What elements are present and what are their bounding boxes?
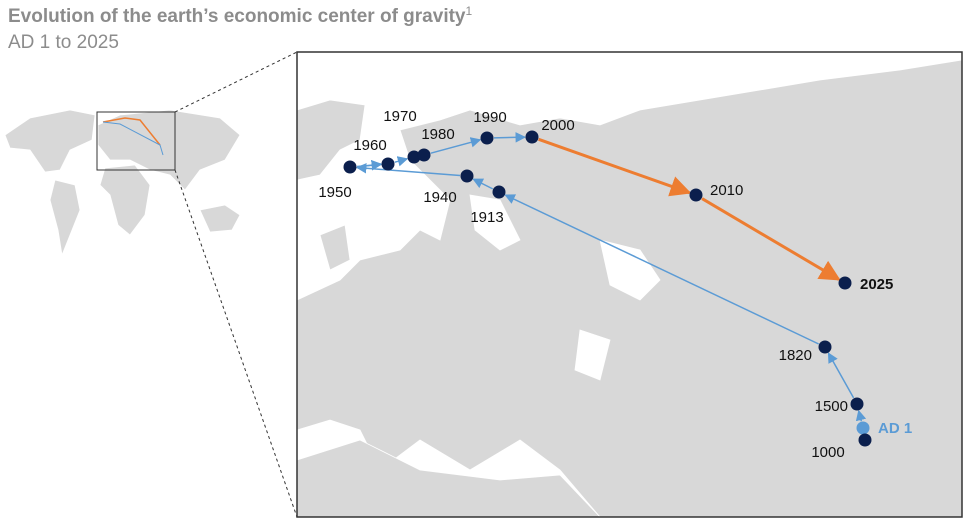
center-point (417, 148, 431, 162)
center-point (858, 433, 872, 447)
inset-frame (296, 51, 963, 518)
point-label: 1990 (473, 109, 506, 126)
point-label: 1940 (423, 189, 456, 206)
point-label: 1913 (470, 209, 503, 226)
center-point (525, 130, 539, 144)
center-point (856, 421, 870, 435)
point-label: 2025 (860, 276, 893, 293)
route-arrow (701, 197, 841, 281)
title-text: Evolution of the earth’s economic center… (8, 6, 466, 27)
center-point (480, 131, 494, 145)
center-point (492, 185, 506, 199)
point-label: 1950 (318, 184, 351, 201)
world-map (4, 109, 241, 257)
subtitle: AD 1 to 2025 (8, 32, 119, 53)
point-label: 1820 (779, 347, 812, 364)
center-point (343, 160, 357, 174)
route-arrow (538, 137, 692, 197)
center-point (838, 276, 852, 290)
route-arrow (827, 352, 855, 399)
title-note: 1 (466, 4, 473, 18)
title: Evolution of the earth’s economic center… (8, 4, 473, 27)
point-label: 1960 (353, 137, 386, 154)
route-arrow (356, 159, 383, 171)
point-label: 2000 (541, 117, 574, 134)
point-label: 1000 (811, 444, 844, 461)
center-point (460, 169, 474, 183)
route-arrow (855, 409, 867, 422)
zoom-line (174, 51, 298, 113)
point-label: 1980 (421, 126, 454, 143)
point-label: 1970 (383, 108, 416, 125)
center-point (381, 157, 395, 171)
center-point (689, 188, 703, 202)
center-point (818, 340, 832, 354)
route: AD 1 1000 1500 1820 1913 1940 1950 1960 1970 1980… (318, 108, 912, 461)
route-arrow (472, 178, 494, 190)
center-point (850, 397, 864, 411)
zoom-line (174, 169, 298, 518)
center-point (407, 150, 421, 164)
route-arrow (504, 194, 820, 345)
route-arrow (430, 137, 482, 154)
point-label: 2010 (710, 182, 743, 199)
point-label: 1500 (815, 398, 848, 415)
route-arrow (394, 156, 409, 167)
point-label: AD 1 (878, 420, 912, 437)
route-arrow (493, 132, 527, 143)
